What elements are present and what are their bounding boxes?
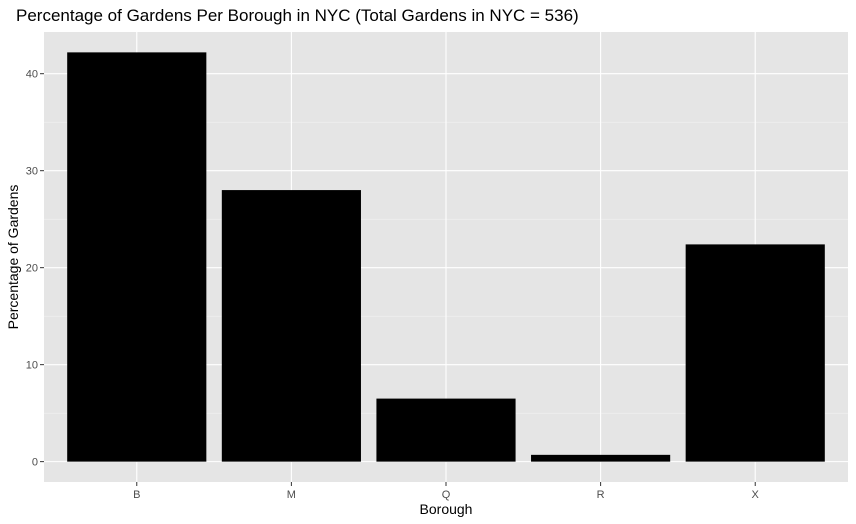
y-tick-label: 40 <box>26 69 38 81</box>
bar-R <box>531 454 671 462</box>
x-tick-label: B <box>133 489 140 501</box>
x-axis-title: Borough <box>420 501 473 517</box>
x-tick-label: Q <box>442 489 451 501</box>
bar-B <box>67 52 207 462</box>
y-tick-label: 10 <box>26 360 38 372</box>
x-tick-label: X <box>752 489 760 501</box>
y-tick-label: 20 <box>26 263 38 275</box>
bar-M <box>221 190 361 462</box>
chart-title: Percentage of Gardens Per Borough in NYC… <box>16 6 579 25</box>
x-tick-label: M <box>287 489 296 501</box>
y-tick-label: 30 <box>26 166 38 178</box>
bar-Q <box>376 398 516 462</box>
bar-X <box>685 244 825 462</box>
y-tick-label: 0 <box>32 457 38 469</box>
x-tick-label: R <box>597 489 605 501</box>
y-axis-title: Percentage of Gardens <box>5 185 21 330</box>
bars <box>67 52 825 462</box>
y-axis-ticks: 0 10 20 30 40 <box>26 69 44 469</box>
